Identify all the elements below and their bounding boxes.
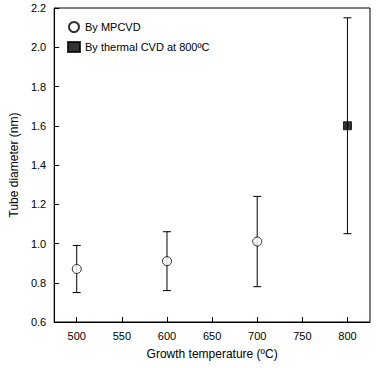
svg-text:500: 500 <box>68 330 86 342</box>
svg-text:550: 550 <box>113 330 131 342</box>
svg-text:By MPCVD: By MPCVD <box>85 21 141 33</box>
svg-text:1.8: 1.8 <box>31 81 46 93</box>
svg-text:Tube diameter (nm): Tube diameter (nm) <box>7 113 21 218</box>
svg-text:600: 600 <box>158 330 176 342</box>
svg-text:0.8: 0.8 <box>31 277 46 289</box>
svg-text:650: 650 <box>203 330 221 342</box>
svg-text:1.0: 1.0 <box>31 238 46 250</box>
svg-text:1.2: 1.2 <box>31 198 46 210</box>
svg-text:2.0: 2.0 <box>31 41 46 53</box>
svg-text:0.6: 0.6 <box>31 316 46 328</box>
svg-text:750: 750 <box>293 330 311 342</box>
svg-text:By thermal CVD at 800ºC: By thermal CVD at 800ºC <box>85 41 210 53</box>
svg-text:Growth temperature (ºC): Growth temperature (ºC) <box>147 347 278 361</box>
svg-text:700: 700 <box>248 330 266 342</box>
svg-text:1.6: 1.6 <box>31 120 46 132</box>
svg-text:1.4: 1.4 <box>31 159 46 171</box>
svg-text:800: 800 <box>338 330 356 342</box>
svg-text:2.2: 2.2 <box>31 2 46 14</box>
